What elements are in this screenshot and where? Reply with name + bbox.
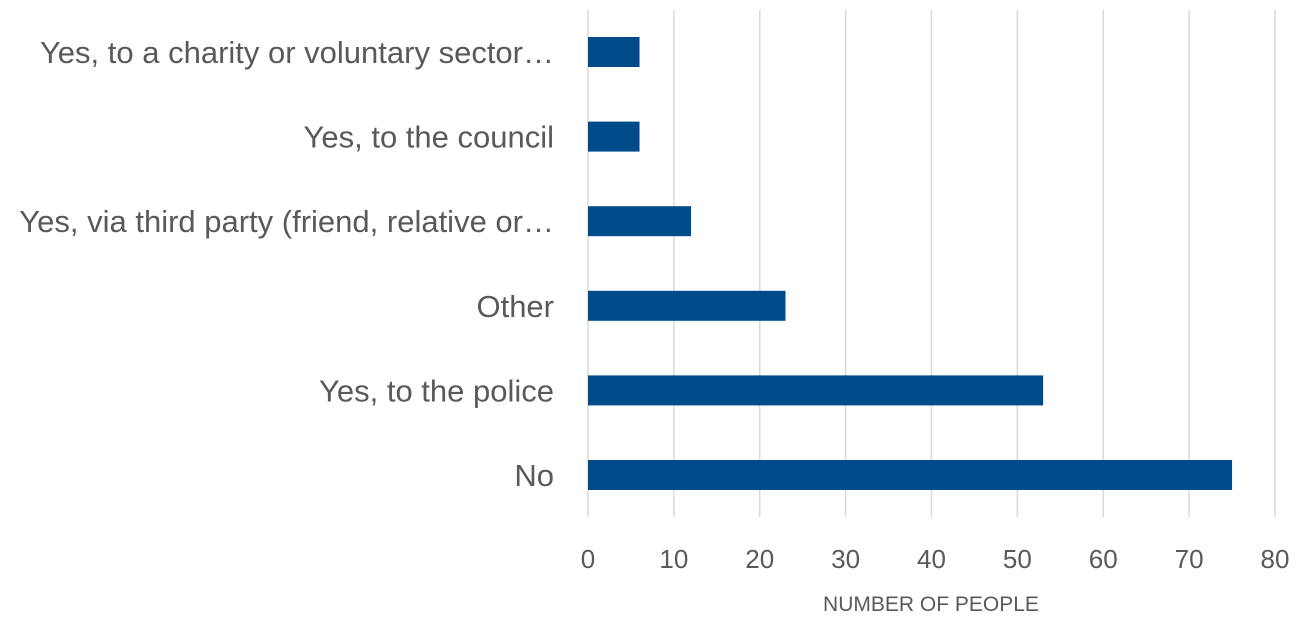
bar-4 <box>588 290 786 321</box>
x-tick-label-30: 30 <box>831 544 860 574</box>
x-tick-label-20: 20 <box>745 544 774 574</box>
category-labels: Yes, to a charity or voluntary sector… Ye… <box>19 35 554 493</box>
x-tick-label-80: 80 <box>1261 544 1290 574</box>
x-tick-label-40: 40 <box>917 544 946 574</box>
x-tick-label-60: 60 <box>1089 544 1118 574</box>
bar-1 <box>588 37 640 67</box>
category-label-3: Yes, via third party (friend, relative o… <box>19 204 554 239</box>
bar-5 <box>588 375 1044 406</box>
category-label-2: Yes, to the council <box>304 120 554 155</box>
gridlines <box>587 10 1276 517</box>
x-tick-label-10: 10 <box>659 544 688 574</box>
x-axis-title: NUMBER OF PEOPLE <box>823 593 1039 616</box>
bar-6 <box>588 460 1233 490</box>
x-tick-labels: 0 10 20 30 40 50 60 70 80 <box>581 544 1290 574</box>
bar-3 <box>588 206 692 237</box>
x-tick-label-0: 0 <box>581 544 595 574</box>
bars <box>588 37 1233 490</box>
bar-2 <box>588 121 640 152</box>
x-tick-label-50: 50 <box>1003 544 1032 574</box>
category-label-6: No <box>514 458 554 493</box>
category-label-1: Yes, to a charity or voluntary sector… <box>40 35 554 70</box>
x-tick-label-70: 70 <box>1175 544 1204 574</box>
category-label-4: Other <box>476 289 554 324</box>
category-label-5: Yes, to the police <box>319 373 554 408</box>
